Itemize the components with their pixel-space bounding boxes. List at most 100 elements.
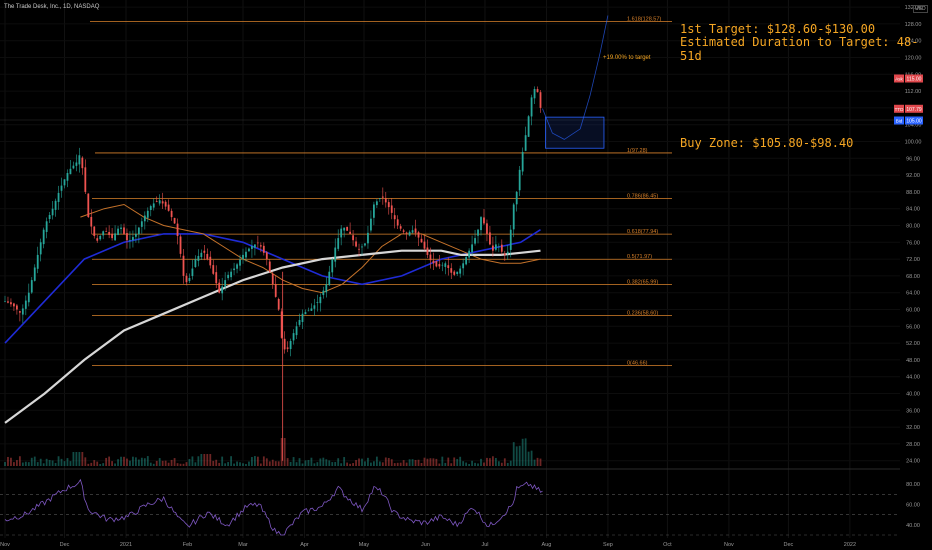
candle-body bbox=[16, 305, 18, 310]
candle-body bbox=[340, 228, 343, 238]
volume-bar bbox=[396, 462, 399, 466]
volume-bar bbox=[54, 462, 57, 466]
ma-orange-line bbox=[80, 203, 541, 294]
volume-bar bbox=[477, 463, 479, 466]
candle-body bbox=[179, 236, 182, 254]
candle-body bbox=[358, 248, 360, 250]
candle-body bbox=[239, 259, 241, 266]
volume-bar bbox=[310, 457, 313, 466]
time-tick-label: May bbox=[359, 542, 370, 548]
price-tag-label-box bbox=[894, 104, 904, 113]
time-tick-label: Sep bbox=[603, 542, 613, 548]
candle-body bbox=[230, 271, 232, 278]
candle-body bbox=[307, 310, 310, 312]
volume-bar bbox=[81, 452, 84, 466]
volume-bar bbox=[254, 456, 256, 466]
candle-body bbox=[453, 271, 456, 275]
volume-bar bbox=[158, 458, 161, 466]
candle-body bbox=[390, 205, 393, 213]
volume-bar bbox=[194, 462, 197, 466]
volume-bar bbox=[39, 458, 42, 466]
candle-body bbox=[331, 259, 334, 273]
volume-bar bbox=[271, 459, 274, 466]
volume-bar bbox=[10, 457, 12, 466]
volume-bar bbox=[126, 458, 128, 466]
candle-body bbox=[447, 265, 450, 269]
volume-bar bbox=[331, 462, 334, 466]
volume-bar bbox=[512, 442, 515, 466]
candle-body bbox=[93, 226, 96, 236]
candle-body bbox=[337, 238, 340, 249]
candle-body bbox=[33, 267, 36, 281]
candle-body bbox=[51, 208, 54, 216]
candle-body bbox=[24, 300, 27, 309]
candle-body bbox=[334, 247, 337, 262]
volume-bar bbox=[414, 459, 417, 466]
symbol-title[interactable]: The Trade Desk, Inc., 1D, NASDAQ bbox=[4, 4, 100, 10]
volume-bar bbox=[393, 463, 396, 466]
price-tick-label: 104.00 bbox=[905, 123, 922, 129]
volume-bar bbox=[179, 463, 182, 466]
volume-bar bbox=[239, 462, 241, 466]
candle-body bbox=[90, 216, 93, 227]
volume-bar bbox=[527, 451, 530, 466]
candle-body bbox=[352, 235, 354, 241]
volume-bar bbox=[24, 461, 27, 466]
volume-bar bbox=[57, 456, 60, 466]
rsi-tick-label: 60.00 bbox=[906, 503, 920, 509]
price-tick-label: 88.00 bbox=[906, 190, 920, 196]
currency-label[interactable]: USD bbox=[913, 5, 928, 13]
candle-body bbox=[486, 223, 488, 234]
time-tick-label: Dec bbox=[60, 542, 70, 548]
candle-body bbox=[480, 217, 482, 231]
volume-bar bbox=[99, 463, 102, 466]
volume-bar bbox=[503, 458, 506, 466]
candle-body bbox=[191, 268, 194, 277]
candle-body bbox=[161, 201, 164, 204]
price-tick-label: 24.00 bbox=[906, 459, 920, 465]
candle-body bbox=[527, 116, 530, 137]
volume-bar bbox=[87, 463, 90, 466]
volume-bar bbox=[129, 460, 131, 466]
volume-bar bbox=[212, 460, 215, 466]
candle-body bbox=[378, 198, 381, 200]
price-tick-label: 36.00 bbox=[906, 408, 920, 414]
volume-bar bbox=[489, 458, 491, 466]
volume-bar bbox=[173, 458, 176, 466]
price-tick-label: 128.00 bbox=[905, 22, 922, 28]
candle-body bbox=[489, 232, 491, 245]
candle-body bbox=[381, 196, 384, 198]
volume-bar bbox=[304, 460, 307, 466]
volume-bar bbox=[209, 454, 212, 466]
candle-body bbox=[370, 218, 372, 231]
candle-body bbox=[218, 282, 221, 293]
volume-bar bbox=[4, 462, 6, 466]
volume-bar bbox=[215, 459, 218, 466]
price-tag-value-box bbox=[905, 104, 923, 113]
volume-bar bbox=[370, 462, 372, 466]
volume-bar bbox=[301, 463, 304, 466]
candle-body bbox=[48, 215, 51, 220]
volume-bar bbox=[176, 463, 179, 466]
price-tick-label: 40.00 bbox=[906, 392, 920, 398]
candle-body bbox=[36, 254, 39, 269]
volume-bar bbox=[364, 461, 366, 466]
time-tick-label: 2021 bbox=[120, 542, 132, 548]
price-tick-label: 52.00 bbox=[906, 341, 920, 347]
volume-bar bbox=[155, 460, 158, 466]
volume-bar bbox=[381, 462, 384, 466]
candle-body bbox=[414, 228, 417, 233]
volume-bar bbox=[375, 456, 378, 466]
price-tick-label: 64.00 bbox=[906, 291, 920, 297]
volume-bar bbox=[352, 463, 354, 466]
candle-body bbox=[152, 203, 155, 208]
time-tick-label: Nov bbox=[724, 542, 734, 548]
candle-body bbox=[483, 217, 485, 224]
rsi-tick-label: 40.00 bbox=[906, 523, 920, 529]
candle-body bbox=[69, 168, 72, 175]
candle-body bbox=[426, 247, 429, 255]
candle-body bbox=[117, 228, 119, 235]
candle-body bbox=[158, 200, 161, 204]
candle-body bbox=[194, 259, 197, 268]
